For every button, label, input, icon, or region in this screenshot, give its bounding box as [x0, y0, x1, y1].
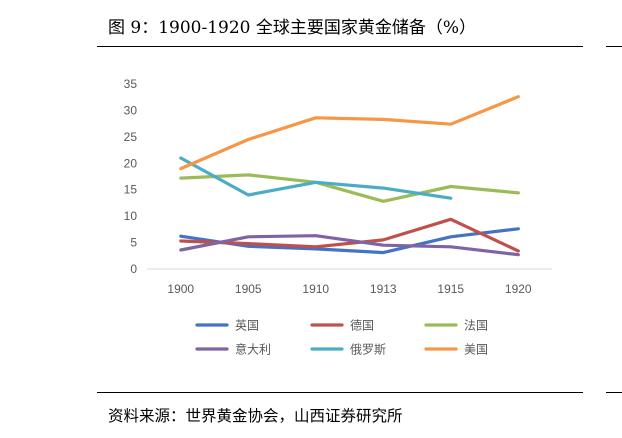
title-rule [97, 46, 583, 47]
adjacent-figure-rule [606, 46, 622, 47]
legend-label: 法国 [464, 319, 488, 333]
legend-label: 意大利 [235, 342, 271, 357]
legend-label: 德国 [350, 318, 374, 333]
x-tick-label: 1910 [302, 282, 329, 296]
series-line [179, 156, 453, 200]
x-axis: 1900 1905 1910 1913 1915 1920 [167, 282, 532, 296]
chart-title: 图 9：1900-1920 全球主要国家黄金储备（%） [108, 18, 477, 38]
x-tick-label: 1913 [370, 282, 397, 296]
y-tick-label: 25 [124, 130, 138, 144]
y-tick-label: 35 [124, 77, 138, 91]
adjacent-figure-rule-bottom [606, 392, 622, 393]
y-tick-label: 15 [124, 183, 138, 197]
x-tick-label: 1900 [167, 282, 194, 296]
legend-label: 英国 [235, 319, 259, 333]
y-tick-label: 20 [124, 156, 138, 170]
series-line [179, 173, 520, 203]
y-tick-label: 30 [124, 103, 138, 117]
series-line [179, 217, 520, 253]
y-tick-label: 0 [130, 262, 137, 276]
x-tick-label: 1915 [437, 282, 464, 296]
x-tick-label: 1920 [505, 282, 532, 296]
legend-label: 美国 [464, 343, 488, 357]
x-tick-label: 1905 [235, 282, 262, 296]
series-line [179, 234, 520, 257]
legend-label: 俄罗斯 [350, 343, 386, 357]
y-tick-label: 10 [124, 209, 138, 223]
y-tick-label: 5 [130, 236, 137, 250]
source-note: 资料来源：世界黄金协会，山西证券研究所 [108, 407, 403, 425]
source-rule [97, 392, 583, 393]
y-axis: 0 5 10 15 20 25 30 35 [124, 77, 138, 276]
series-line [179, 95, 520, 171]
series-lines [179, 95, 520, 257]
